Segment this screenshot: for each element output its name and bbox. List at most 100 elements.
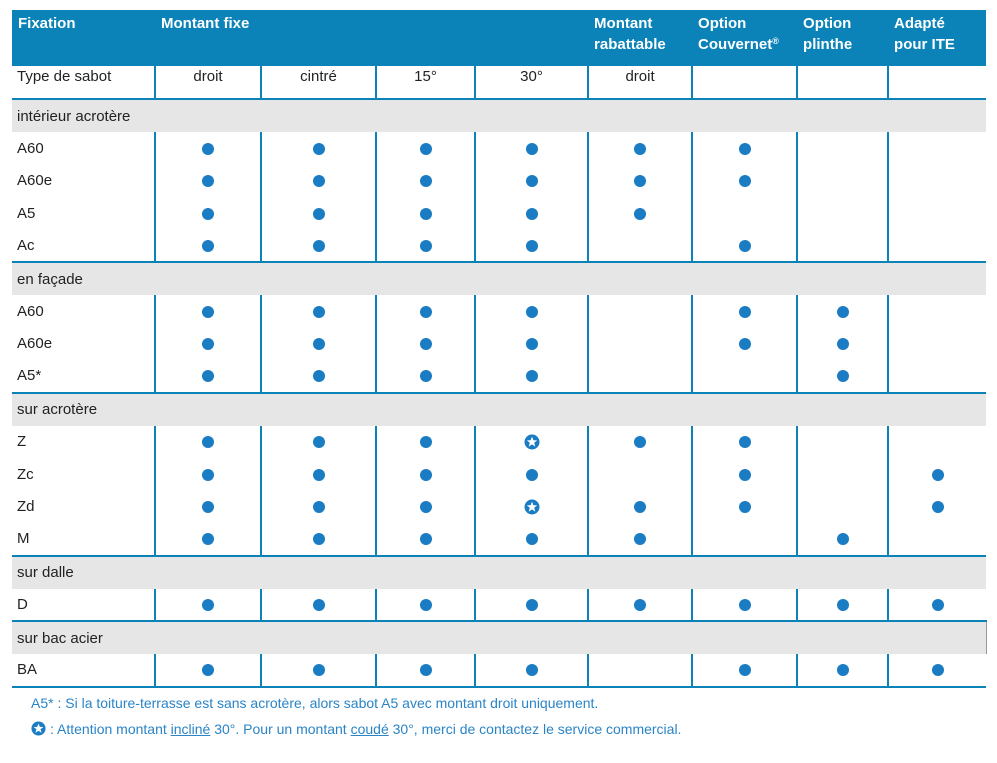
table-cell <box>260 295 376 328</box>
table-cell <box>796 295 889 328</box>
filled-blue-dot-icon <box>634 436 647 449</box>
filled-blue-dot-icon <box>202 338 214 351</box>
filled-blue-dot-icon <box>202 598 214 611</box>
header-montant-rabattable: Montant rabattable <box>588 10 693 65</box>
filled-blue-dot-icon <box>202 436 214 449</box>
table-cell <box>260 425 376 458</box>
filled-blue-dot-icon <box>738 338 751 351</box>
row-label: A60e <box>17 335 53 353</box>
filled-blue-dot-icon <box>202 142 214 155</box>
sabot-type-value <box>796 64 889 100</box>
header-montant-fixe: Montant fixe <box>155 10 589 65</box>
filled-blue-dot-icon <box>202 533 214 546</box>
table-cell <box>887 458 987 491</box>
table-cell <box>473 588 589 622</box>
table-cell <box>154 458 261 491</box>
filled-blue-dot-icon <box>525 239 538 252</box>
section-row: sur acrotère <box>12 392 987 426</box>
filled-blue-dot-icon <box>634 175 647 188</box>
filled-blue-dot-icon <box>634 533 647 546</box>
filled-blue-dot-icon <box>525 207 538 220</box>
table-row: D <box>12 588 987 622</box>
table-cell <box>375 229 475 263</box>
table-cell <box>154 295 261 328</box>
table-row: A60e <box>12 327 987 360</box>
footnote-a5-text: Si la toiture-terrasse est sans acrotère… <box>65 695 599 711</box>
table-cell <box>691 490 798 523</box>
filled-blue-dot-icon <box>312 468 325 481</box>
filled-blue-dot-icon <box>202 305 214 318</box>
sabot-type-label: Type de sabot <box>12 64 155 100</box>
filled-blue-dot-icon <box>312 436 325 449</box>
filled-blue-dot-icon <box>525 533 538 546</box>
row-label: A60e <box>17 172 53 190</box>
filled-blue-dot-icon <box>738 142 751 155</box>
table-cell <box>587 164 693 197</box>
header-fixation: Fixation <box>12 10 155 65</box>
filled-blue-dot-icon <box>836 338 849 351</box>
table-cell <box>473 490 589 523</box>
table-cell <box>796 588 889 622</box>
filled-blue-dot-icon <box>738 175 751 188</box>
table-cell <box>887 164 987 197</box>
filled-blue-dot-icon <box>419 436 432 449</box>
table-cell <box>887 360 987 394</box>
row-label: D <box>12 588 155 622</box>
header-option-couvernet-line1: Option <box>698 15 747 32</box>
table-row: A5 <box>12 197 987 230</box>
row-label: A60 <box>17 139 44 157</box>
filled-blue-dot-icon <box>419 533 432 546</box>
header-montant-rabattable-line2: rabattable <box>594 36 666 53</box>
sabot-type-value <box>691 64 798 100</box>
row-label: Ac <box>12 229 155 263</box>
filled-blue-dot-icon <box>836 305 849 318</box>
sabot-type-value <box>887 64 987 100</box>
filled-blue-dot-icon <box>202 370 214 383</box>
filled-blue-dot-icon <box>525 338 538 351</box>
filled-blue-dot-icon <box>312 142 325 155</box>
table-cell <box>796 197 889 230</box>
filled-blue-dot-icon <box>202 239 214 252</box>
filled-blue-dot-icon <box>836 598 849 611</box>
header-adapte-ite: Adapté pour ITE <box>888 10 987 65</box>
sabot-type-value: 30° <box>473 64 589 100</box>
table-cell <box>260 360 376 394</box>
table-cell <box>587 327 693 360</box>
table-cell <box>375 132 475 165</box>
footnote-star-text-2: 30°. Pour un montant <box>210 721 351 737</box>
table-cell <box>887 588 987 622</box>
filled-blue-dot-icon <box>312 175 325 188</box>
table-cell <box>691 523 798 557</box>
header-montant-rabattable-line1: Montant <box>594 15 653 32</box>
table-cell <box>375 490 475 523</box>
filled-blue-dot-icon <box>525 370 538 383</box>
table-cell <box>587 490 693 523</box>
table-cell <box>587 654 693 688</box>
table-row: A60e <box>12 164 987 197</box>
table-cell <box>375 588 475 622</box>
filled-blue-dot-icon <box>836 664 849 677</box>
table-cell <box>691 197 798 230</box>
table-cell <box>375 164 475 197</box>
filled-blue-dot-icon <box>419 239 432 252</box>
table-cell <box>587 197 693 230</box>
table-cell <box>691 458 798 491</box>
filled-blue-dot-icon <box>419 664 432 677</box>
filled-blue-dot-icon <box>931 501 944 514</box>
table-cell <box>887 425 987 458</box>
filled-blue-dot-icon <box>525 468 538 481</box>
table-cell <box>587 425 693 458</box>
row-label: A60 <box>17 302 44 320</box>
table-cell <box>473 654 589 688</box>
table-row: A5* <box>12 360 987 394</box>
table-cell <box>473 295 589 328</box>
footnote-a5-prefix: A5* : <box>31 695 66 711</box>
filled-blue-dot-icon <box>419 207 432 220</box>
table-row: Zc <box>12 458 987 491</box>
table-cell <box>260 327 376 360</box>
table-cell <box>154 132 261 165</box>
table-row: Z <box>12 425 987 458</box>
table-cell <box>796 654 889 688</box>
table-cell <box>691 295 798 328</box>
table-cell <box>796 523 889 557</box>
